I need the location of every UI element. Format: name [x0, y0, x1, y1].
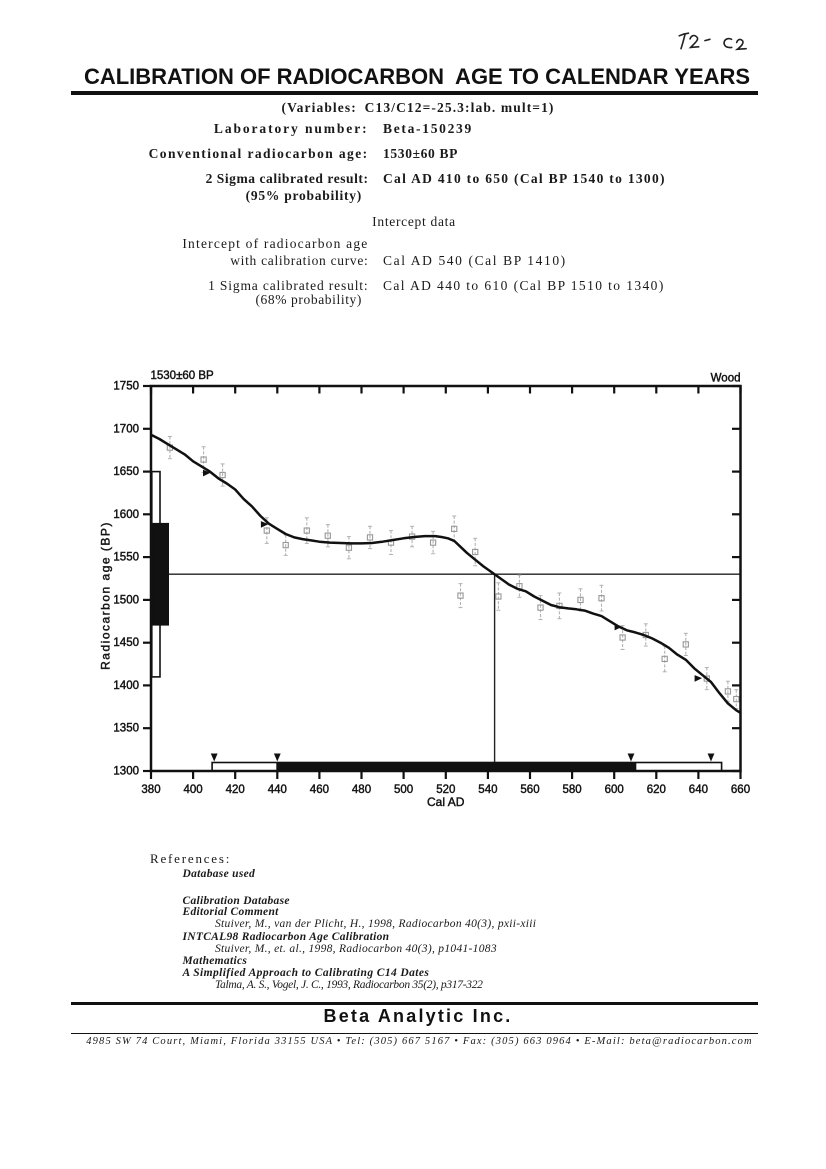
- svg-text:440: 440: [268, 784, 287, 796]
- svg-text:460: 460: [310, 784, 329, 796]
- svg-text:400: 400: [184, 784, 203, 796]
- svg-text:1600: 1600: [113, 509, 139, 521]
- svg-text:500: 500: [394, 784, 413, 796]
- svg-text:560: 560: [520, 784, 539, 796]
- svg-text:1500: 1500: [113, 594, 139, 606]
- svg-text:580: 580: [563, 784, 582, 796]
- svg-text:1550: 1550: [113, 552, 139, 564]
- svg-text:1530±60 BP: 1530±60 BP: [151, 370, 215, 382]
- svg-text:540: 540: [478, 784, 497, 796]
- svg-text:Radiocarbon age (BP): Radiocarbon age (BP): [99, 521, 113, 670]
- svg-text:1350: 1350: [113, 723, 139, 735]
- svg-text:600: 600: [605, 784, 624, 796]
- svg-text:1750: 1750: [113, 381, 139, 393]
- svg-text:1650: 1650: [113, 466, 139, 478]
- svg-text:1400: 1400: [113, 680, 139, 692]
- svg-text:520: 520: [436, 784, 455, 796]
- svg-text:480: 480: [352, 784, 371, 796]
- svg-text:620: 620: [647, 784, 666, 796]
- svg-text:1450: 1450: [113, 637, 139, 649]
- svg-text:1700: 1700: [113, 423, 139, 435]
- svg-text:660: 660: [731, 784, 750, 796]
- svg-text:380: 380: [141, 784, 160, 796]
- svg-text:420: 420: [226, 784, 245, 796]
- svg-text:1300: 1300: [113, 766, 139, 778]
- svg-text:640: 640: [689, 784, 708, 796]
- svg-text:Wood: Wood: [711, 373, 741, 385]
- svg-text:Cal AD: Cal AD: [427, 795, 465, 809]
